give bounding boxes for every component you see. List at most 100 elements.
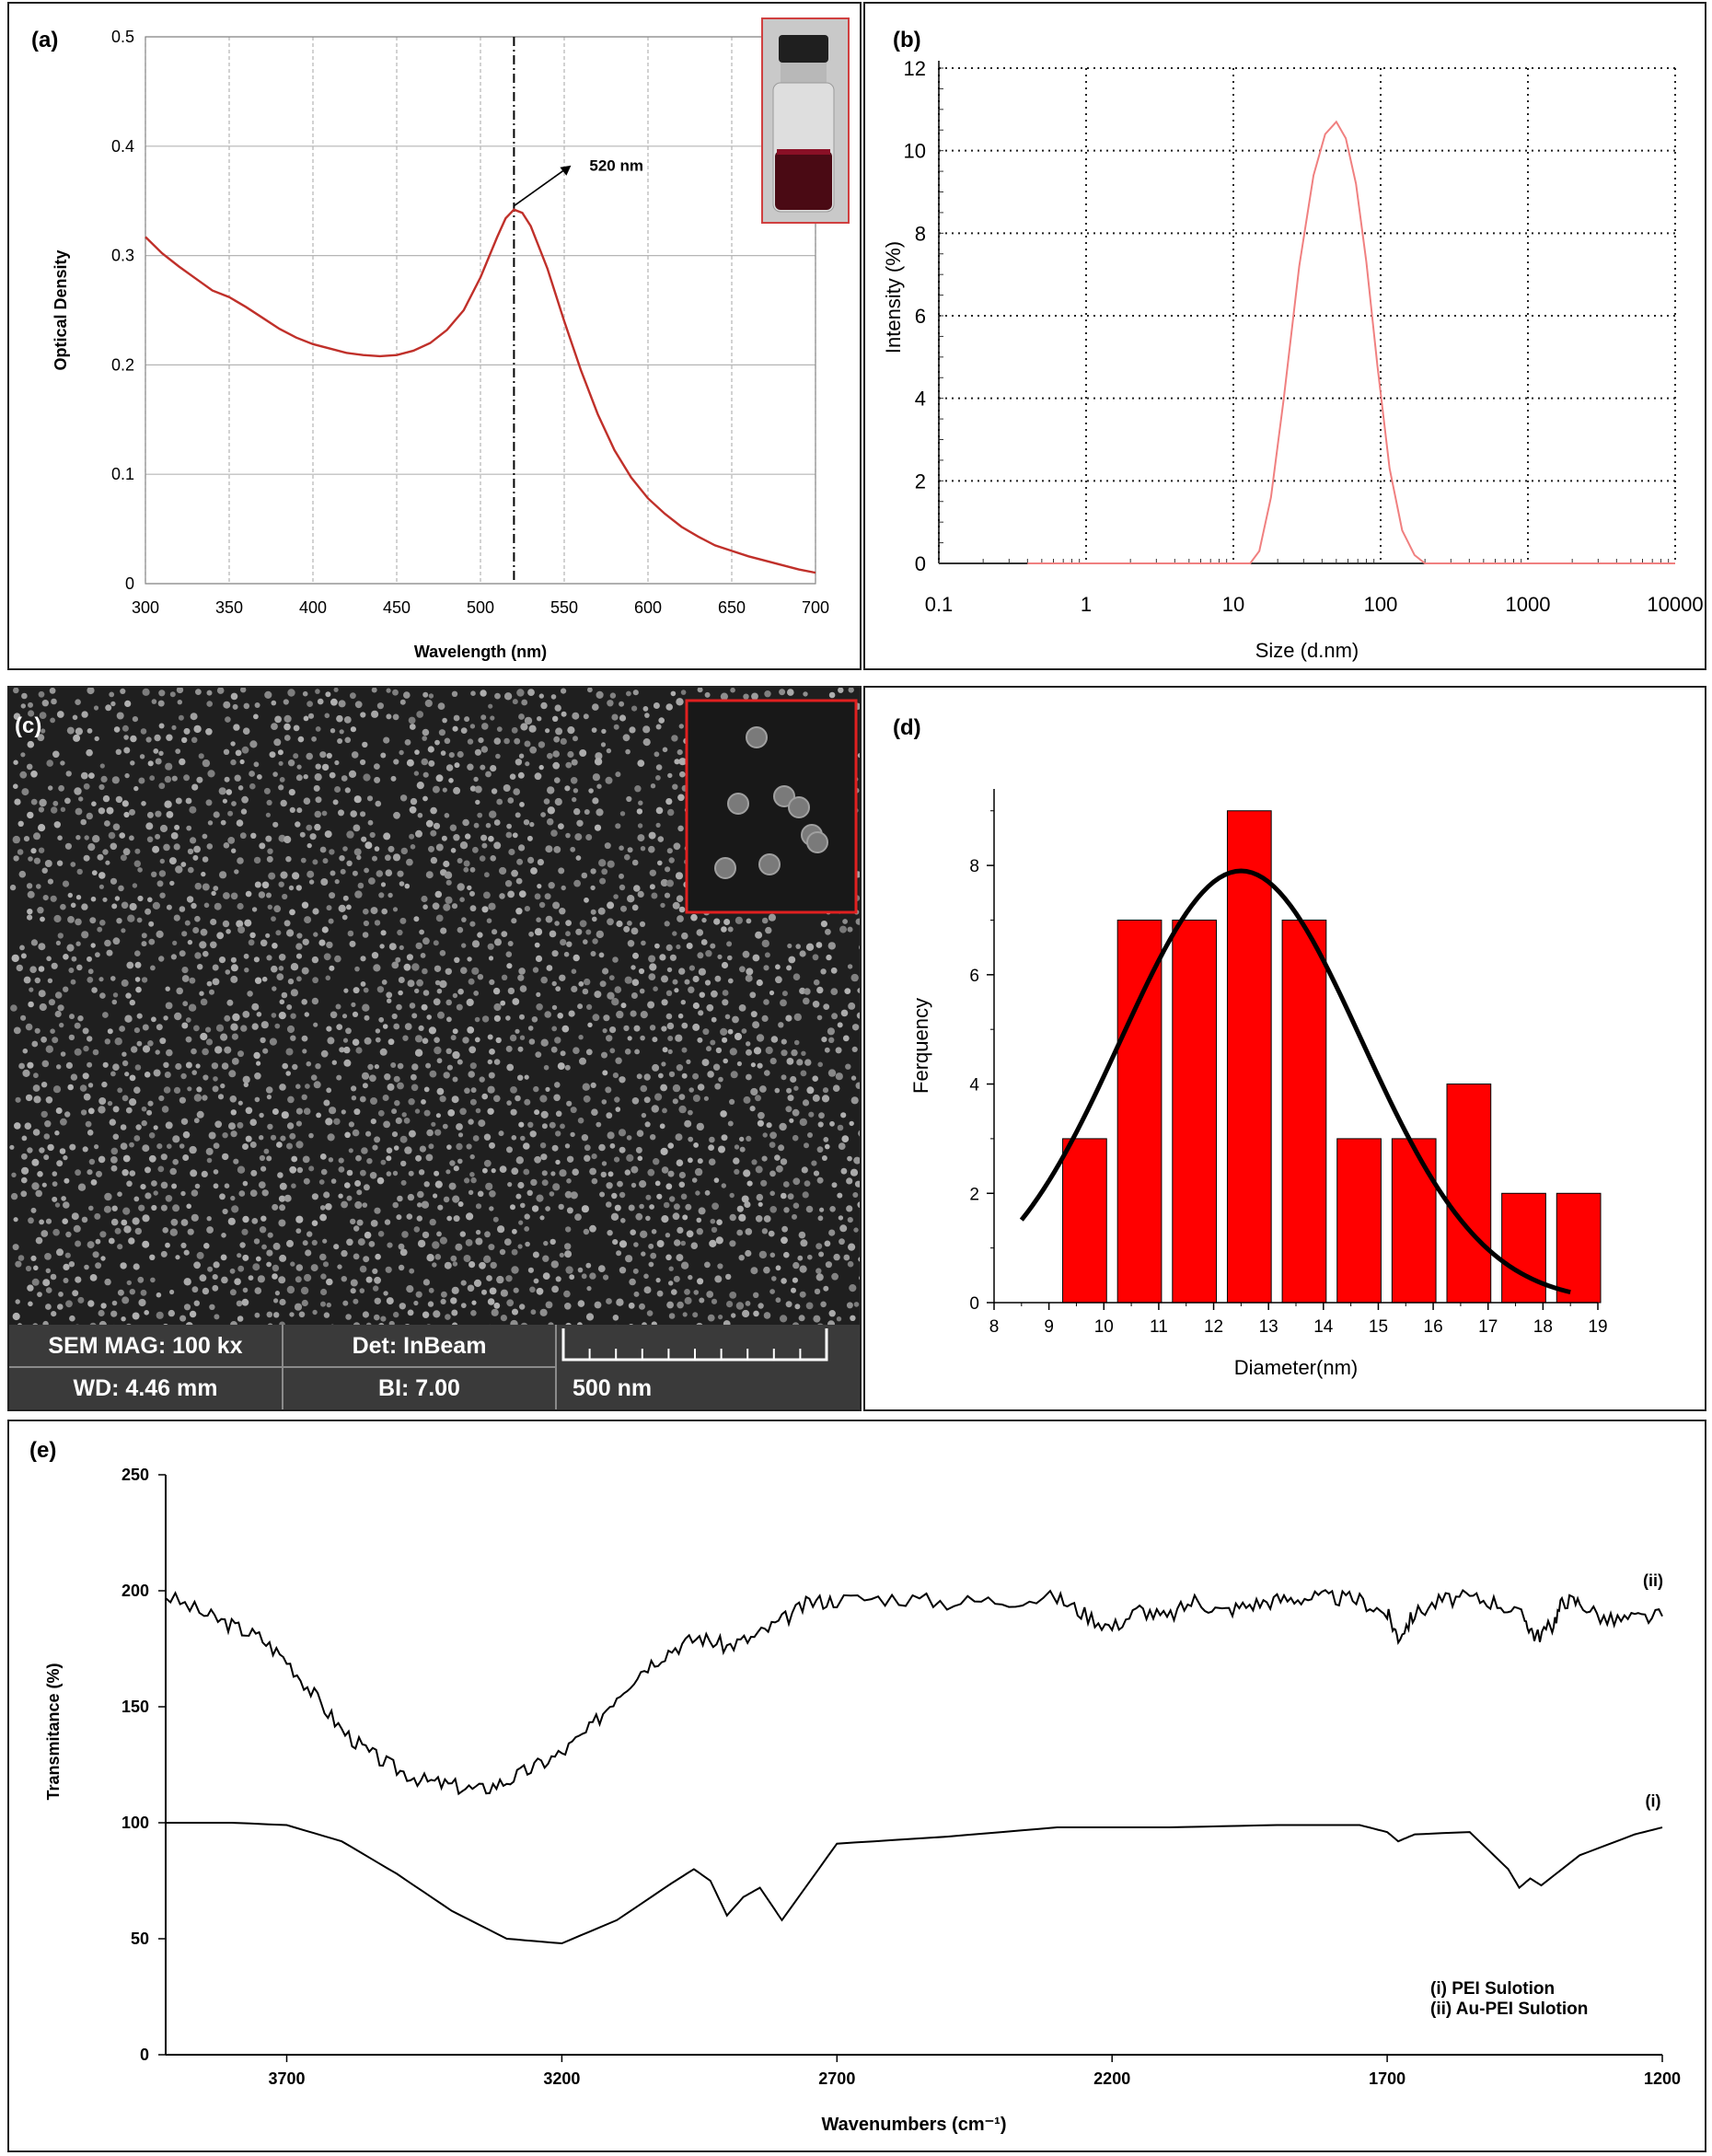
dls-chart: 0.1 1 10 100 1000 10000 0 2 4 6 8 10 12 Size (d.nm) In… (882, 57, 1704, 662)
y-axis-title: Intensity (%) (882, 241, 905, 354)
y-tick-label: 0.4 (111, 137, 134, 156)
inset-frame (685, 699, 858, 914)
vial-meniscus (777, 149, 830, 155)
x-tick-label: 450 (383, 598, 411, 617)
x-axis-title: Diameter(nm) (1234, 1356, 1358, 1379)
x-tick-label: 3200 (543, 2069, 580, 2088)
x-tick-label: 16 (1424, 1317, 1443, 1337)
x-tick-label: 1000 (1506, 593, 1551, 616)
vial-neck (781, 63, 827, 83)
inset-particle (714, 857, 736, 879)
x-tick-label: 400 (299, 598, 327, 617)
x-tick-label: 1700 (1369, 2069, 1405, 2088)
x-tick-label: 100 (1364, 593, 1398, 616)
x-tick-label: 10 (1094, 1317, 1114, 1337)
spectrum-line-ii (165, 1588, 1663, 1796)
x-tick-label: 550 (550, 598, 578, 617)
x-tick-label: 18 (1533, 1317, 1553, 1337)
x-tick-label: 2700 (818, 2069, 855, 2088)
panel-c: (c) SEM MAG: 100 kx Det: InBeam WD: 4.46… (7, 686, 862, 1411)
peak-annotation: 520 nm (589, 157, 643, 175)
histogram-bar (1226, 810, 1272, 1304)
y-tick-label: 0.1 (111, 465, 134, 483)
panel-a: (a) 300 350 400 450 500 550 600 650 700 0 0.1 0.2 0.… (7, 2, 862, 670)
size-histogram: 8 9 10 11 12 13 14 15 16 17 18 19 0 2 4 6 8 Diameter(nm) F… (909, 789, 1608, 1379)
legend-entry-i: (i) PEI Sulotion (1430, 1979, 1555, 1999)
panel-label-a: (a) (31, 28, 59, 52)
y-tick-label: 6 (969, 967, 979, 986)
panel-b: (b) 0.1 1 10 100 1000 10000 0 2 4 6 8 10 12 Size (d.n… (863, 2, 1706, 670)
sem-scale-label: 500 nm (573, 1375, 653, 1401)
y-axis-title: Optical Density (52, 249, 70, 370)
x-tick-label: 14 (1313, 1317, 1334, 1337)
x-tick-label: 19 (1588, 1317, 1607, 1337)
y-axis-title: Ferquency (909, 998, 932, 1094)
sem-info-bar: SEM MAG: 100 kx Det: InBeam WD: 4.46 mm … (9, 1325, 860, 1409)
x-tick-label: 1200 (1644, 2069, 1681, 2088)
absorbance-line (145, 208, 816, 574)
y-tick-label: 10 (904, 140, 926, 163)
y-tick-label: 4 (969, 1076, 979, 1095)
x-tick-label: 600 (634, 598, 662, 617)
x-tick-label: 650 (718, 598, 746, 617)
panel-e: (e) 0 50 100 150 200 250 3700 3200 2700 2200 1700 1… (7, 1420, 1706, 2152)
x-tick-label: 10 (1222, 593, 1244, 616)
histogram-bar (1446, 1084, 1492, 1304)
inset-particle (773, 785, 795, 807)
x-tick-label: 0.1 (925, 593, 954, 616)
panel-label-b: (b) (893, 28, 921, 52)
sem-inset (685, 699, 858, 914)
x-tick-label: 11 (1150, 1317, 1168, 1337)
panel-label-d: (d) (893, 715, 921, 740)
y-tick-label: 100 (121, 1814, 149, 1832)
series-label-i: (i) (1646, 1791, 1661, 1810)
sem-image (9, 688, 860, 1328)
histogram-bar (1116, 919, 1163, 1304)
y-tick-label: 2 (969, 1185, 979, 1204)
panel-label-c: (c) (15, 713, 42, 738)
annotation-arrowhead (560, 165, 572, 176)
ftir-chart: 0 50 100 150 200 250 3700 3200 2700 2200 1700 1200 (… (44, 1466, 1681, 2135)
x-tick-label: 13 (1259, 1317, 1278, 1337)
intensity-line (1027, 120, 1675, 564)
vial-photo (761, 17, 850, 224)
sem-mag: SEM MAG: 100 kx (9, 1325, 283, 1367)
histogram-bar (1391, 1138, 1437, 1304)
y-tick-label: 0.5 (111, 28, 134, 46)
sem-wd: WD: 4.46 mm (9, 1367, 283, 1409)
y-tick-label: 0.2 (111, 355, 134, 374)
vial-cap (779, 35, 828, 63)
inset-particle (758, 853, 781, 875)
x-tick-label: 350 (215, 598, 243, 617)
panel-label-e: (e) (29, 1438, 57, 1463)
x-tick-label: 12 (1204, 1317, 1223, 1337)
histogram-bar (1172, 919, 1218, 1304)
vial-liquid (775, 151, 832, 210)
uv-vis-chart: 300 350 400 450 500 550 600 650 700 0 0.1 0.2 0.3 0.4… (52, 17, 850, 661)
y-tick-label: 4 (915, 388, 926, 411)
x-axis-title: Wavelength (nm) (414, 643, 547, 661)
spectrum-line-i (166, 1822, 1663, 1945)
y-tick-label: 2 (915, 469, 926, 493)
x-tick-label: 9 (1044, 1317, 1054, 1337)
inset-particle (746, 726, 768, 748)
sem-bi: BI: 7.00 (283, 1367, 557, 1409)
series-label-ii: (ii) (1643, 1571, 1663, 1590)
y-tick-label: 0 (915, 552, 926, 575)
inset-particle (806, 831, 828, 853)
y-tick-label: 250 (121, 1466, 149, 1484)
x-tick-label: 500 (467, 598, 494, 617)
x-axis-title: Size (d.nm) (1255, 639, 1359, 662)
x-tick-label: 3700 (268, 2069, 305, 2088)
plot-frame (145, 36, 816, 585)
histogram-bar (1062, 1138, 1107, 1304)
x-axis-title: Wavenumbers (cm⁻¹) (822, 2115, 1007, 2135)
panel-d: (d) 8 9 10 11 12 13 14 15 16 17 18 19 0 2 4 6 8 Diameter(… (863, 686, 1706, 1411)
x-tick-label: 1 (1081, 593, 1092, 616)
gaussian-fit-curve (1019, 868, 1571, 1295)
histogram-bar (1556, 1192, 1602, 1304)
inset-particle (788, 796, 810, 818)
y-tick-label: 8 (969, 857, 979, 876)
sem-row-divider (9, 1366, 557, 1368)
y-tick-label: 12 (904, 57, 926, 80)
